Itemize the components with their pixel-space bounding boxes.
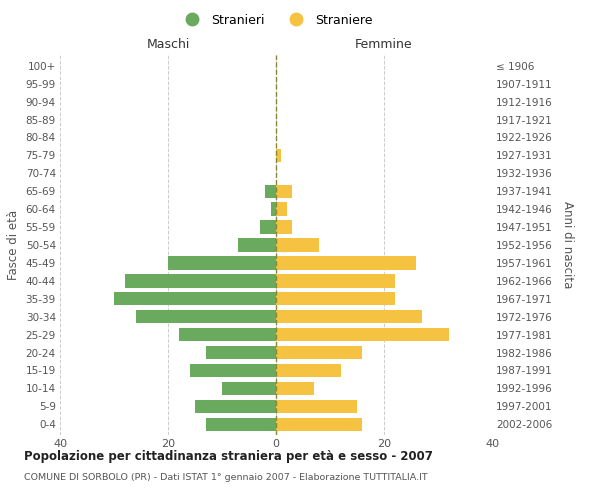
Bar <box>238 238 276 252</box>
Bar <box>136 310 276 324</box>
Text: Popolazione per cittadinanza straniera per età e sesso - 2007: Popolazione per cittadinanza straniera p… <box>24 450 433 463</box>
Bar <box>222 382 276 395</box>
Bar <box>276 364 341 377</box>
Bar <box>276 382 314 395</box>
Bar <box>276 418 362 431</box>
Bar <box>276 202 287 216</box>
Bar <box>206 346 276 360</box>
Bar <box>276 274 395 287</box>
Bar <box>276 400 357 413</box>
Bar <box>276 220 292 234</box>
Bar <box>276 184 292 198</box>
Bar <box>125 274 276 287</box>
Bar <box>276 256 416 270</box>
Bar <box>260 220 276 234</box>
Text: Maschi: Maschi <box>146 38 190 52</box>
Legend: Stranieri, Straniere: Stranieri, Straniere <box>175 8 377 32</box>
Bar <box>206 418 276 431</box>
Bar <box>190 364 276 377</box>
Y-axis label: Anni di nascita: Anni di nascita <box>561 202 574 288</box>
Bar <box>276 292 395 306</box>
Y-axis label: Fasce di età: Fasce di età <box>7 210 20 280</box>
Bar <box>168 256 276 270</box>
Bar <box>265 184 276 198</box>
Bar <box>276 238 319 252</box>
Bar <box>179 328 276 342</box>
Bar <box>271 202 276 216</box>
Bar <box>276 328 449 342</box>
Bar <box>276 148 281 162</box>
Bar <box>195 400 276 413</box>
Bar <box>276 346 362 360</box>
Text: Femmine: Femmine <box>355 38 413 52</box>
Text: COMUNE DI SORBOLO (PR) - Dati ISTAT 1° gennaio 2007 - Elaborazione TUTTITALIA.IT: COMUNE DI SORBOLO (PR) - Dati ISTAT 1° g… <box>24 472 428 482</box>
Bar <box>114 292 276 306</box>
Bar <box>276 310 422 324</box>
